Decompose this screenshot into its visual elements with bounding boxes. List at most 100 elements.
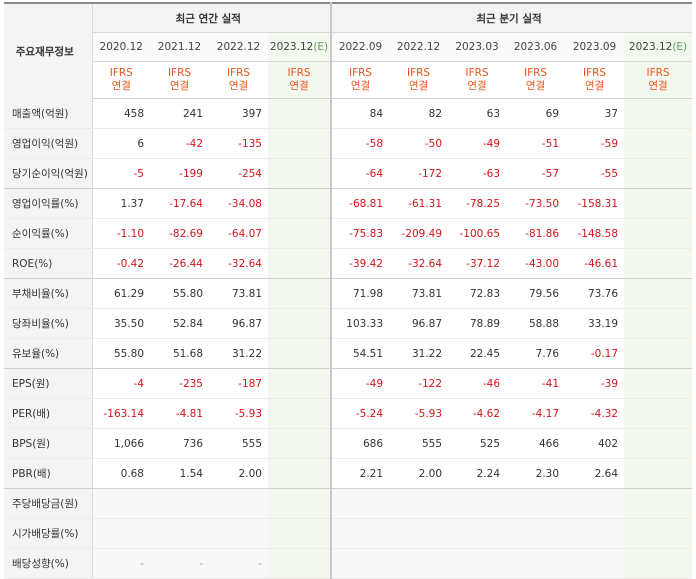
table-cell (624, 248, 693, 279)
period-header: 2021.12 (150, 32, 209, 62)
table-row: 당좌비율(%) 35.50 52.84 96.87 103.33 96.87 78.89 58… (4, 308, 693, 339)
quarterly-group-header: 최근 분기 실적 (331, 2, 693, 33)
table-cell (268, 368, 333, 399)
period-header: 2023.03 (448, 32, 507, 62)
accounting-standard-label: IFRS 연결 (331, 61, 390, 99)
table-cell: -49 (448, 128, 507, 159)
table-row: 배당성향(%) - - - (4, 548, 693, 579)
table-cell: -50 (389, 128, 449, 159)
ifrs-label: IFRS (348, 67, 373, 79)
table-cell: 72.83 (448, 278, 507, 309)
table-cell (268, 188, 333, 219)
metric-label: 부채비율(%) (4, 278, 93, 309)
table-cell: - (209, 548, 268, 579)
table-cell: -163.14 (92, 398, 150, 429)
annual-group-header: 최근 연간 실적 (92, 2, 333, 33)
table-cell: -235 (150, 368, 209, 399)
table-cell: -61.31 (389, 188, 449, 219)
financial-summary-table: 주요재무정보 최근 연간 실적 최근 분기 실적 2020.12 2021.12 2… (4, 2, 693, 579)
table-cell: 55.80 (92, 338, 150, 369)
table-cell: -32.64 (389, 248, 449, 279)
table-cell (268, 308, 333, 339)
table-cell: -5.93 (389, 398, 449, 429)
table-cell: 96.87 (209, 308, 268, 339)
table-cell: 73.81 (389, 278, 449, 309)
table-cell: -4.17 (506, 398, 566, 429)
table-cell: -39.42 (331, 248, 390, 279)
metric-label: 주당배당금(원) (4, 488, 93, 519)
table-cell: -78.25 (448, 188, 507, 219)
table-cell (624, 428, 693, 459)
table-cell: -39 (565, 368, 625, 399)
period-header: 2023.12(E) (268, 32, 333, 62)
table-cell: -0.42 (92, 248, 150, 279)
table-cell: 555 (209, 428, 268, 459)
table-cell: -43.00 (506, 248, 566, 279)
accounting-standard-label: IFRS 연결 (448, 61, 507, 99)
estimate-marker: (E) (313, 41, 329, 53)
table-cell: -4.81 (150, 398, 209, 429)
table-cell: -4 (92, 368, 150, 399)
table-row: PBR(배) 0.68 1.54 2.00 2.21 2.00 2.24 2.30 2.64 (4, 458, 693, 489)
table-cell: -0.17 (565, 338, 625, 369)
table-cell: -63 (448, 158, 507, 189)
table-cell: 2.64 (565, 458, 625, 489)
table-cell: 78.89 (448, 308, 507, 339)
table-cell: 2.30 (506, 458, 566, 489)
metric-label: EPS(원) (4, 368, 93, 399)
table-cell: 31.22 (209, 338, 268, 369)
table-cell: -1.10 (92, 218, 150, 249)
accounting-standard-label: IFRS 연결 (150, 61, 209, 99)
table-cell (565, 488, 625, 519)
table-row: 당기순이익(억원) -5 -199 -254 -64 -172 -63 -57 -55 (4, 158, 693, 189)
table-cell: - (150, 548, 209, 579)
table-cell (448, 488, 507, 519)
table-cell: 35.50 (92, 308, 150, 339)
table-cell: 402 (565, 428, 625, 459)
table-cell: -82.69 (150, 218, 209, 249)
table-cell (268, 548, 333, 579)
table-cell: -64 (331, 158, 390, 189)
table-cell: -148.58 (565, 218, 625, 249)
consolidated-label: 연결 (648, 80, 668, 92)
table-cell: 73.76 (565, 278, 625, 309)
table-cell: -209.49 (389, 218, 449, 249)
metric-label: 매출액(억원) (4, 98, 93, 129)
table-cell (331, 488, 390, 519)
table-cell: 686 (331, 428, 390, 459)
table-cell: 1.37 (92, 188, 150, 219)
table-cell: 555 (389, 428, 449, 459)
table-cell (150, 488, 209, 519)
metric-label: 당좌비율(%) (4, 308, 93, 339)
table-row: EPS(원) -4 -235 -187 -49 -122 -46 -41 -39 (4, 368, 693, 399)
table-cell: 103.33 (331, 308, 390, 339)
table-row: 영업이익률(%) 1.37 -17.64 -34.08 -68.81 -61.31 -78.… (4, 188, 693, 219)
table-cell: -5 (92, 158, 150, 189)
table-cell (624, 278, 693, 309)
table-cell: 37 (565, 98, 625, 129)
metric-label: BPS(원) (4, 428, 93, 459)
table-cell: 1,066 (92, 428, 150, 459)
table-cell: 7.76 (506, 338, 566, 369)
table-cell (268, 128, 333, 159)
table-cell: 525 (448, 428, 507, 459)
table-cell (268, 218, 333, 249)
table-cell: -32.64 (209, 248, 268, 279)
table-cell (92, 518, 150, 549)
table-cell: 6 (92, 128, 150, 159)
consolidated-label: 연결 (525, 80, 546, 92)
table-cell: 73.81 (209, 278, 268, 309)
table-cell (150, 518, 209, 549)
table-row: 부채비율(%) 61.29 55.80 73.81 71.98 73.81 72.83 79.… (4, 278, 693, 309)
period-header: 2023.06 (506, 32, 566, 62)
table-cell: -59 (565, 128, 625, 159)
table-cell: 1.54 (150, 458, 209, 489)
table-cell (268, 278, 333, 309)
table-cell: 2.00 (209, 458, 268, 489)
table-cell (268, 428, 333, 459)
table-cell (506, 488, 566, 519)
table-row: ROE(%) -0.42 -26.44 -32.64 -39.42 -32.64 -37.1… (4, 248, 693, 279)
period-header: 2022.12 (209, 32, 268, 62)
table-cell: 79.56 (506, 278, 566, 309)
table-cell: -73.50 (506, 188, 566, 219)
